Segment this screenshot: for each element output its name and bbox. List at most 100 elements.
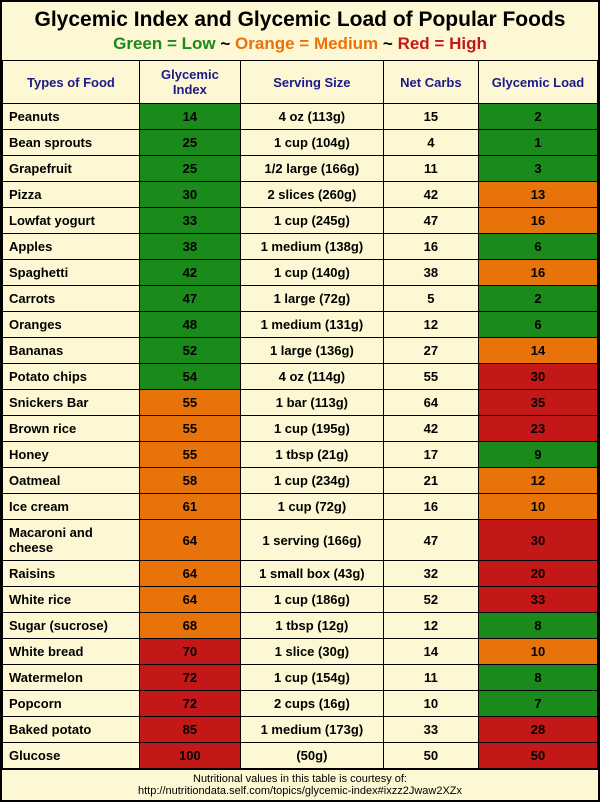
column-header: Glycemic Load bbox=[478, 61, 597, 104]
serving-cell: 1 cup (186g) bbox=[240, 587, 383, 613]
serving-cell: 1 medium (131g) bbox=[240, 312, 383, 338]
gi-cell: 72 bbox=[139, 691, 240, 717]
legend-orange: Orange = Medium bbox=[235, 34, 378, 53]
table-row: Ice cream611 cup (72g)1610 bbox=[3, 494, 598, 520]
serving-cell: 1 tbsp (12g) bbox=[240, 613, 383, 639]
carbs-cell: 64 bbox=[383, 390, 478, 416]
carbs-cell: 33 bbox=[383, 717, 478, 743]
gl-cell: 2 bbox=[478, 104, 597, 130]
carbs-cell: 55 bbox=[383, 364, 478, 390]
gl-cell: 8 bbox=[478, 665, 597, 691]
carbs-cell: 32 bbox=[383, 561, 478, 587]
carbs-cell: 15 bbox=[383, 104, 478, 130]
food-name-cell: Macaroni and cheese bbox=[3, 520, 140, 561]
gi-cell: 100 bbox=[139, 743, 240, 769]
food-name-cell: Pizza bbox=[3, 182, 140, 208]
gl-cell: 50 bbox=[478, 743, 597, 769]
serving-cell: 1 medium (173g) bbox=[240, 717, 383, 743]
gl-cell: 7 bbox=[478, 691, 597, 717]
food-name-cell: Baked potato bbox=[3, 717, 140, 743]
table-row: Grapefruit251/2 large (166g)113 bbox=[3, 156, 598, 182]
table-row: Spaghetti421 cup (140g)3816 bbox=[3, 260, 598, 286]
carbs-cell: 11 bbox=[383, 156, 478, 182]
gi-cell: 55 bbox=[139, 390, 240, 416]
carbs-cell: 12 bbox=[383, 312, 478, 338]
food-name-cell: Watermelon bbox=[3, 665, 140, 691]
carbs-cell: 16 bbox=[383, 234, 478, 260]
food-name-cell: Glucose bbox=[3, 743, 140, 769]
serving-cell: 2 cups (16g) bbox=[240, 691, 383, 717]
serving-cell: 1 large (72g) bbox=[240, 286, 383, 312]
column-header: Glycemic Index bbox=[139, 61, 240, 104]
gi-cell: 33 bbox=[139, 208, 240, 234]
serving-cell: (50g) bbox=[240, 743, 383, 769]
carbs-cell: 4 bbox=[383, 130, 478, 156]
table-row: Raisins641 small box (43g)3220 bbox=[3, 561, 598, 587]
food-name-cell: Brown rice bbox=[3, 416, 140, 442]
gi-cell: 85 bbox=[139, 717, 240, 743]
gl-cell: 3 bbox=[478, 156, 597, 182]
table-row: White rice641 cup (186g)5233 bbox=[3, 587, 598, 613]
table-row: Brown rice551 cup (195g)4223 bbox=[3, 416, 598, 442]
gl-cell: 28 bbox=[478, 717, 597, 743]
color-legend: Green = Low ~ Orange = Medium ~ Red = Hi… bbox=[2, 34, 598, 60]
serving-cell: 1 small box (43g) bbox=[240, 561, 383, 587]
gi-cell: 55 bbox=[139, 442, 240, 468]
glycemic-table-container: Glycemic Index and Glycemic Load of Popu… bbox=[0, 0, 600, 802]
food-name-cell: Sugar (sucrose) bbox=[3, 613, 140, 639]
gi-cell: 54 bbox=[139, 364, 240, 390]
gi-cell: 61 bbox=[139, 494, 240, 520]
gi-cell: 64 bbox=[139, 561, 240, 587]
table-row: Bananas521 large (136g)2714 bbox=[3, 338, 598, 364]
gi-cell: 25 bbox=[139, 130, 240, 156]
gl-cell: 30 bbox=[478, 520, 597, 561]
serving-cell: 1 bar (113g) bbox=[240, 390, 383, 416]
food-name-cell: White bread bbox=[3, 639, 140, 665]
gi-cell: 55 bbox=[139, 416, 240, 442]
serving-cell: 1 cup (245g) bbox=[240, 208, 383, 234]
carbs-cell: 21 bbox=[383, 468, 478, 494]
gl-cell: 12 bbox=[478, 468, 597, 494]
gl-cell: 20 bbox=[478, 561, 597, 587]
carbs-cell: 12 bbox=[383, 613, 478, 639]
legend-sep-1: ~ bbox=[220, 34, 230, 53]
table-row: Honey551 tbsp (21g)179 bbox=[3, 442, 598, 468]
gl-cell: 1 bbox=[478, 130, 597, 156]
food-name-cell: Carrots bbox=[3, 286, 140, 312]
food-name-cell: Popcorn bbox=[3, 691, 140, 717]
gi-cell: 72 bbox=[139, 665, 240, 691]
gi-cell: 30 bbox=[139, 182, 240, 208]
gi-cell: 64 bbox=[139, 587, 240, 613]
gi-cell: 42 bbox=[139, 260, 240, 286]
carbs-cell: 47 bbox=[383, 520, 478, 561]
table-row: Lowfat yogurt331 cup (245g)4716 bbox=[3, 208, 598, 234]
serving-cell: 4 oz (114g) bbox=[240, 364, 383, 390]
carbs-cell: 42 bbox=[383, 182, 478, 208]
table-row: White bread701 slice (30g)1410 bbox=[3, 639, 598, 665]
legend-sep-2: ~ bbox=[383, 34, 393, 53]
gi-cell: 47 bbox=[139, 286, 240, 312]
gl-cell: 6 bbox=[478, 234, 597, 260]
column-header: Serving Size bbox=[240, 61, 383, 104]
table-row: Bean sprouts251 cup (104g)41 bbox=[3, 130, 598, 156]
gi-cell: 68 bbox=[139, 613, 240, 639]
table-row: Popcorn722 cups (16g)107 bbox=[3, 691, 598, 717]
footer-line2: http://nutritiondata.self.com/topics/gly… bbox=[138, 785, 462, 797]
table-row: Oranges481 medium (131g)126 bbox=[3, 312, 598, 338]
gl-cell: 10 bbox=[478, 494, 597, 520]
gl-cell: 9 bbox=[478, 442, 597, 468]
serving-cell: 1 tbsp (21g) bbox=[240, 442, 383, 468]
carbs-cell: 38 bbox=[383, 260, 478, 286]
food-name-cell: Potato chips bbox=[3, 364, 140, 390]
footer-credit: Nutritional values in this table is cour… bbox=[2, 769, 598, 800]
food-name-cell: Grapefruit bbox=[3, 156, 140, 182]
gi-cell: 25 bbox=[139, 156, 240, 182]
gi-cell: 64 bbox=[139, 520, 240, 561]
carbs-cell: 27 bbox=[383, 338, 478, 364]
serving-cell: 1 cup (195g) bbox=[240, 416, 383, 442]
gl-cell: 33 bbox=[478, 587, 597, 613]
carbs-cell: 11 bbox=[383, 665, 478, 691]
gl-cell: 35 bbox=[478, 390, 597, 416]
table-body: Peanuts144 oz (113g)152Bean sprouts251 c… bbox=[3, 104, 598, 769]
column-header: Net Carbs bbox=[383, 61, 478, 104]
